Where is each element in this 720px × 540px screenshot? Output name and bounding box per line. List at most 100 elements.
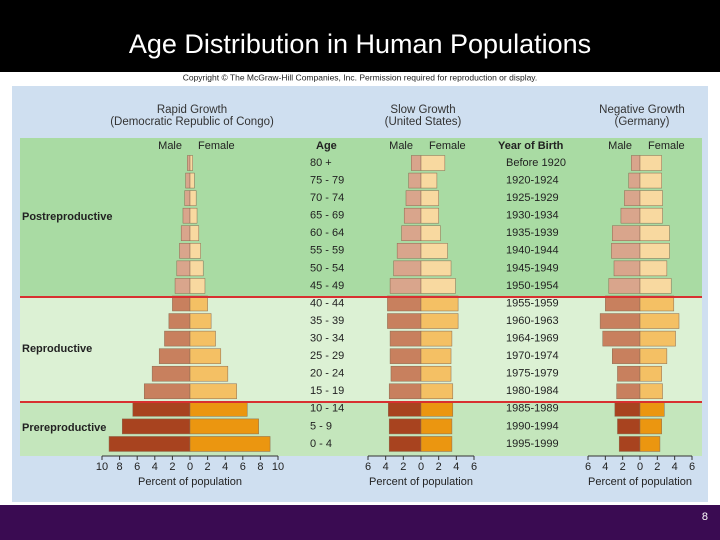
bar: [176, 260, 191, 277]
category-label: 30 - 34: [310, 333, 344, 345]
x-tick-label: 8: [117, 461, 123, 473]
bar: [389, 348, 422, 364]
category-label: 35 - 39: [310, 315, 344, 327]
bar: [182, 207, 191, 224]
legend-label: Female: [198, 140, 235, 152]
bar: [396, 243, 422, 259]
bar: [616, 383, 641, 400]
bar: [420, 207, 439, 224]
chart-subtitle: (Germany): [615, 116, 670, 128]
bar: [608, 278, 641, 294]
bar: [639, 295, 675, 312]
bar: [121, 418, 191, 435]
bar: [164, 330, 191, 347]
category-label: 50 - 54: [310, 262, 344, 274]
bar: [189, 418, 259, 435]
bar: [420, 260, 452, 277]
bar: [189, 190, 197, 206]
bar: [420, 155, 446, 171]
bar: [189, 401, 248, 417]
x-tick-label: 8: [257, 461, 263, 473]
bar: [189, 278, 206, 294]
zone-label: Postreproductive: [22, 211, 112, 223]
bar: [614, 401, 641, 417]
bar: [411, 155, 422, 171]
bar: [613, 260, 641, 277]
bar: [639, 190, 663, 206]
bar: [189, 295, 208, 312]
x-tick-label: 10: [272, 461, 284, 473]
bar: [420, 225, 441, 241]
x-tick-label: 0: [187, 461, 193, 473]
bar: [611, 243, 641, 259]
bar: [189, 207, 198, 224]
bar: [420, 330, 453, 347]
category-label: 1955-1959: [506, 297, 559, 309]
bar: [189, 365, 229, 382]
bar: [388, 401, 422, 417]
bar: [639, 313, 680, 329]
bar: [189, 243, 201, 259]
category-label: 1995-1999: [506, 438, 559, 450]
bar: [420, 436, 453, 452]
x-tick-label: 6: [365, 461, 371, 473]
footer-bar: [0, 505, 720, 540]
bar: [189, 155, 193, 171]
bar: [639, 207, 663, 224]
x-axis-label: Percent of population: [588, 476, 692, 488]
bar: [388, 418, 422, 435]
category-label: 25 - 29: [310, 350, 344, 362]
bar: [618, 436, 641, 452]
bar: [639, 330, 676, 347]
zone-label: Reproductive: [22, 343, 92, 355]
zone-label: Prereproductive: [22, 422, 106, 434]
bar: [405, 190, 422, 206]
category-label: 10 - 14: [310, 403, 344, 415]
zone-reproductive: [20, 298, 702, 403]
bar: [639, 278, 672, 294]
legend-label: Male: [608, 140, 632, 152]
bar: [189, 172, 195, 189]
x-axis-label: Percent of population: [138, 476, 242, 488]
category-label: 1985-1989: [506, 403, 559, 415]
page-number: 8: [702, 511, 708, 523]
bar: [189, 225, 200, 241]
x-tick-label: 2: [169, 461, 175, 473]
chart-title: Negative Growth: [599, 104, 685, 116]
bar: [179, 243, 191, 259]
chart-title: Slow Growth: [390, 104, 455, 116]
x-tick-label: 4: [453, 461, 459, 473]
bar: [612, 225, 641, 241]
x-tick-label: 6: [471, 461, 477, 473]
category-label: 5 - 9: [310, 420, 332, 432]
bar: [624, 190, 641, 206]
bar: [420, 348, 452, 364]
legend-label: Male: [158, 140, 182, 152]
category-label: 75 - 79: [310, 174, 344, 186]
category-label: 70 - 74: [310, 192, 344, 204]
bar: [185, 172, 191, 189]
bar: [401, 225, 422, 241]
legend-label: Female: [429, 140, 466, 152]
x-tick-label: 0: [418, 461, 424, 473]
bar: [387, 313, 422, 329]
category-label: 40 - 44: [310, 297, 344, 309]
category-label: 60 - 64: [310, 227, 344, 239]
legend-label: Female: [648, 140, 685, 152]
bar: [617, 365, 641, 382]
bar: [617, 418, 641, 435]
bar: [408, 172, 422, 189]
category-label: 0 - 4: [310, 438, 332, 450]
bar: [189, 348, 222, 364]
bar: [387, 295, 422, 312]
category-label: 1970-1974: [506, 350, 559, 362]
x-tick-label: 6: [585, 461, 591, 473]
bar: [639, 260, 668, 277]
bar: [180, 225, 191, 241]
bar: [639, 225, 670, 241]
bar: [174, 278, 191, 294]
bar: [420, 313, 459, 329]
bar: [639, 436, 661, 452]
x-tick-label: 6: [134, 461, 140, 473]
bar: [639, 418, 662, 435]
